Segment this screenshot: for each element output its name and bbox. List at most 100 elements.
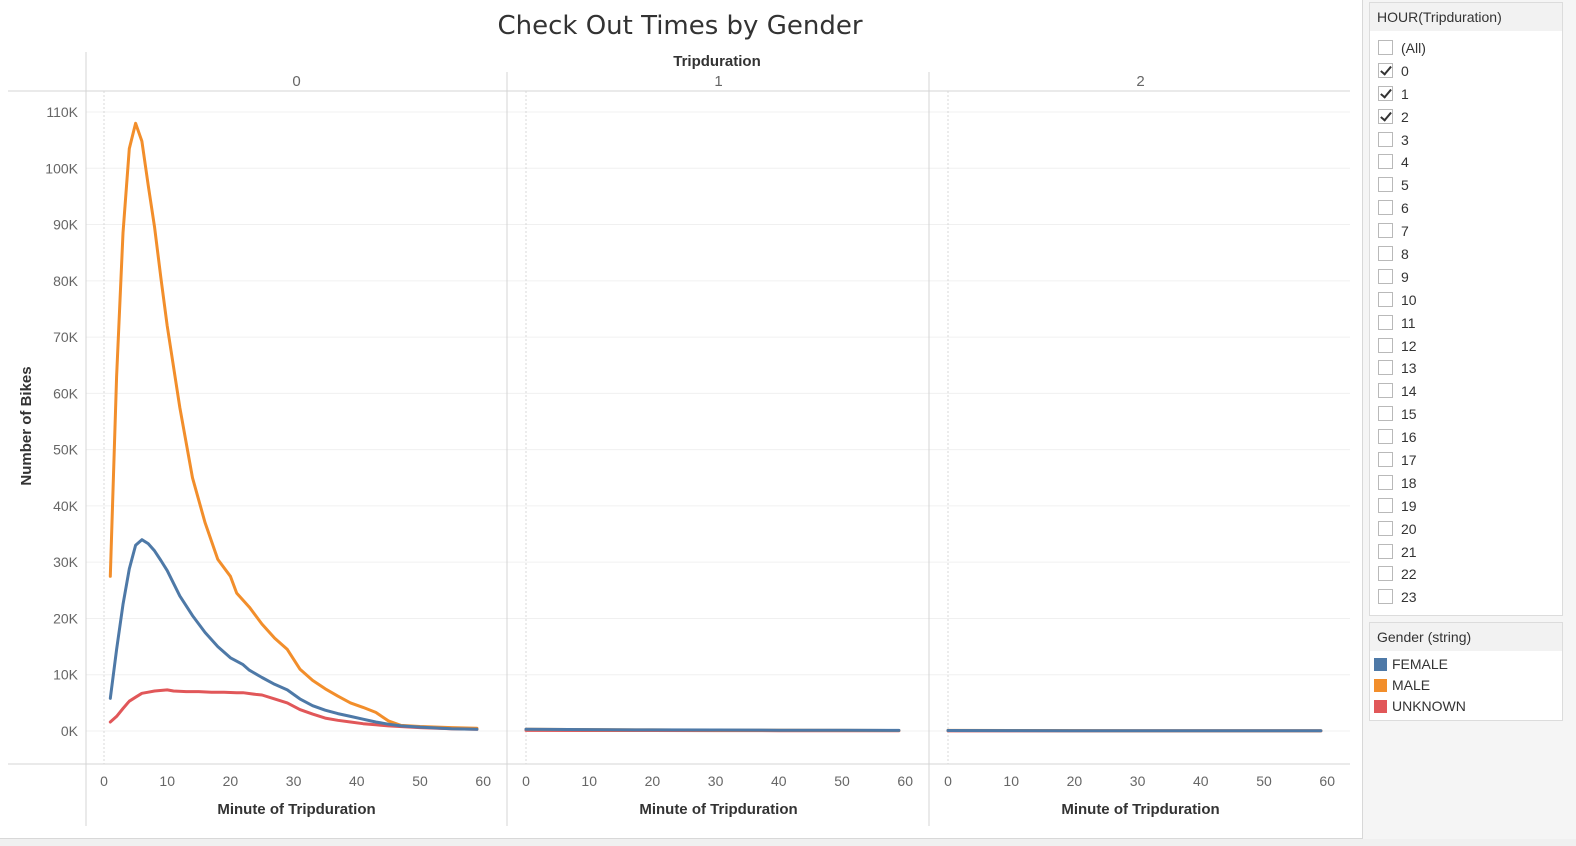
hour-filter-card: HOUR(Tripduration) (All) 0 1 2 3 4 5 6 7 8 9 10 11 12… [1369, 2, 1563, 616]
filter-item-label: 3 [1401, 131, 1409, 148]
checkbox[interactable] [1378, 474, 1393, 490]
filter-item-20[interactable]: 20 [1370, 518, 1562, 541]
filter-item-13[interactable]: 13 [1370, 357, 1562, 380]
filter-item-label: 6 [1401, 200, 1409, 217]
filter-item-label: 9 [1401, 268, 1409, 285]
y-tick-label: 40K [53, 498, 79, 514]
x-tick-label: 30 [1130, 773, 1146, 789]
x-tick-label: 40 [1193, 773, 1209, 789]
checkbox[interactable] [1378, 291, 1393, 307]
filter-item-label: 4 [1401, 154, 1409, 171]
legend-swatch [1374, 658, 1387, 671]
series-line-female-panel-0 [108, 538, 479, 731]
checkbox[interactable] [1378, 314, 1393, 330]
filter-item-label: 20 [1401, 520, 1417, 537]
filter-item-4[interactable]: 4 [1370, 151, 1562, 174]
x-tick-label: 50 [1256, 773, 1272, 789]
x-tick-label: 40 [349, 773, 365, 789]
checkbox[interactable] [1378, 108, 1393, 124]
filter-item-5[interactable]: 5 [1370, 174, 1562, 197]
x-tick-label: 10 [1003, 773, 1019, 789]
checkbox[interactable] [1378, 589, 1393, 605]
filter-list: (All) 0 1 2 3 4 5 6 7 8 9 10 11 12 13 14 15 16 17 18 19 20 21 2… [1370, 31, 1562, 609]
y-tick-label: 30K [53, 554, 79, 570]
legend-list: FEMALE MALE UNKNOWN [1370, 651, 1562, 717]
legend-swatch [1374, 679, 1387, 692]
filter-item-8[interactable]: 8 [1370, 243, 1562, 266]
filter-item-10[interactable]: 10 [1370, 289, 1562, 312]
filter-item-12[interactable]: 12 [1370, 335, 1562, 358]
x-tick-label: 50 [412, 773, 428, 789]
checkbox[interactable] [1378, 337, 1393, 353]
filter-item-19[interactable]: 19 [1370, 495, 1562, 518]
filter-item-label: 10 [1401, 291, 1417, 308]
filter-item-label: 8 [1401, 246, 1409, 263]
filter-item-23[interactable]: 23 [1370, 586, 1562, 609]
checkbox[interactable] [1378, 85, 1393, 101]
status-strip [0, 839, 1576, 846]
x-tick-label: 10 [581, 773, 597, 789]
checkbox[interactable] [1378, 154, 1393, 170]
series-line-unknown-panel-0 [108, 688, 479, 731]
filter-item-all[interactable]: (All) [1370, 37, 1562, 60]
filter-item-2[interactable]: 2 [1370, 106, 1562, 129]
filter-item-9[interactable]: 9 [1370, 266, 1562, 289]
checkbox[interactable] [1378, 497, 1393, 513]
checkbox[interactable] [1378, 383, 1393, 399]
checkbox[interactable] [1378, 566, 1393, 582]
filter-item-label: 7 [1401, 223, 1409, 240]
y-tick-label: 20K [53, 610, 79, 626]
gender-legend-card: Gender (string) FEMALE MALE UNKNOWN [1369, 622, 1563, 721]
legend-label: FEMALE [1392, 656, 1449, 672]
filter-item-15[interactable]: 15 [1370, 403, 1562, 426]
checkbox[interactable] [1378, 223, 1393, 239]
filter-item-label: 1 [1401, 85, 1409, 102]
checkbox[interactable] [1378, 520, 1393, 536]
x-axis-label: Minute of Tripduration [217, 801, 375, 818]
checkbox[interactable] [1378, 452, 1393, 468]
filter-item-22[interactable]: 22 [1370, 563, 1562, 586]
filter-item-7[interactable]: 7 [1370, 220, 1562, 243]
filter-item-0[interactable]: 0 [1370, 60, 1562, 83]
x-tick-label: 0 [100, 773, 108, 789]
checkbox[interactable] [1378, 200, 1393, 216]
filter-item-18[interactable]: 18 [1370, 472, 1562, 495]
filter-item-label: 17 [1401, 452, 1417, 469]
legend-title: Gender (string) [1370, 623, 1562, 651]
y-tick-label: 100K [45, 160, 78, 176]
filter-title: HOUR(Tripduration) [1370, 3, 1562, 31]
filter-item-14[interactable]: 14 [1370, 380, 1562, 403]
legend-item-female[interactable]: FEMALE [1370, 654, 1562, 675]
checkbox[interactable] [1378, 131, 1393, 147]
filter-item-3[interactable]: 3 [1370, 129, 1562, 152]
checkbox[interactable] [1378, 246, 1393, 262]
y-tick-label: 70K [53, 329, 79, 345]
checkbox[interactable] [1378, 268, 1393, 284]
checkbox[interactable] [1378, 406, 1393, 422]
filter-item-6[interactable]: 6 [1370, 197, 1562, 220]
filter-item-17[interactable]: 17 [1370, 449, 1562, 472]
panel-header-label: 0 [292, 73, 300, 90]
filter-item-16[interactable]: 16 [1370, 426, 1562, 449]
checkbox[interactable] [1378, 429, 1393, 445]
x-tick-label: 10 [159, 773, 175, 789]
legend-item-male[interactable]: MALE [1370, 675, 1562, 696]
filter-item-label: 21 [1401, 543, 1417, 560]
filter-item-label: 2 [1401, 108, 1409, 125]
legend-item-unknown[interactable]: UNKNOWN [1370, 696, 1562, 717]
legend-label: UNKNOWN [1392, 698, 1466, 714]
filter-item-label: 16 [1401, 429, 1417, 446]
y-tick-label: 90K [53, 217, 79, 233]
checkbox[interactable] [1378, 177, 1393, 193]
x-tick-label: 20 [223, 773, 239, 789]
checkbox[interactable] [1378, 62, 1393, 78]
filter-item-21[interactable]: 21 [1370, 541, 1562, 564]
x-tick-label: 0 [522, 773, 530, 789]
filter-item-11[interactable]: 11 [1370, 312, 1562, 335]
checkbox[interactable] [1378, 543, 1393, 559]
filter-item-1[interactable]: 1 [1370, 83, 1562, 106]
filter-item-label: 15 [1401, 406, 1417, 423]
checkbox[interactable] [1378, 360, 1393, 376]
y-tick-label: 60K [53, 385, 79, 401]
checkbox[interactable] [1378, 40, 1393, 55]
